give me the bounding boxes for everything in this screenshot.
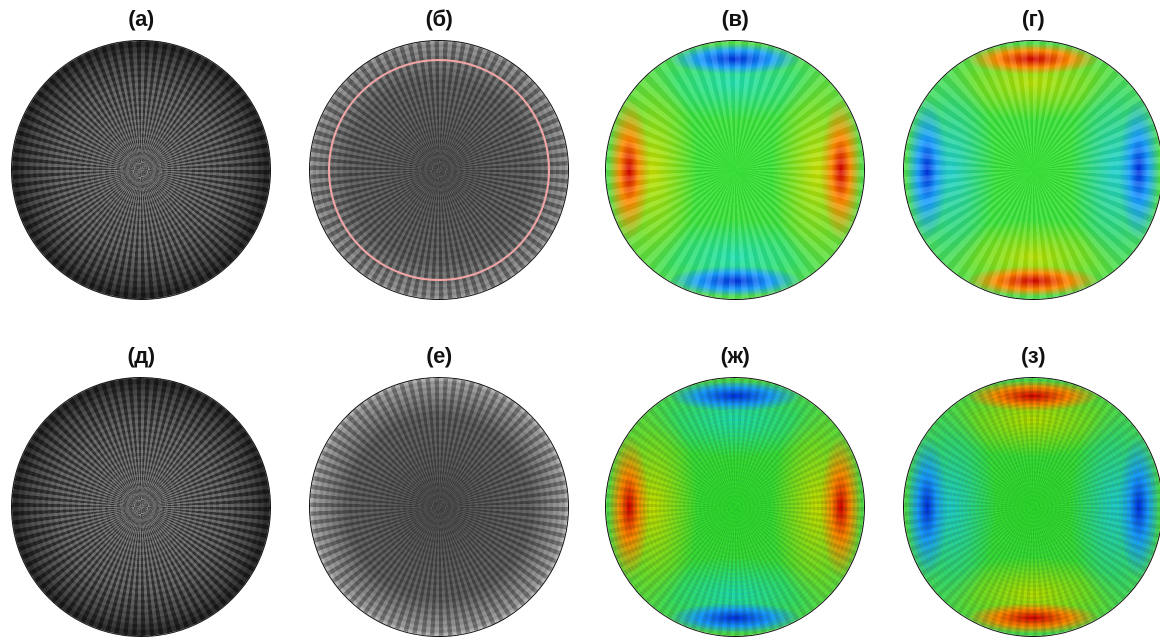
panel-label: (д) — [127, 343, 155, 368]
panel-label: (е) — [426, 343, 452, 368]
panel-label: (ж) — [720, 343, 750, 368]
color-map-disc — [903, 40, 1160, 300]
panel-v: (в) — [600, 0, 870, 300]
panel-label: (з) — [1020, 343, 1046, 368]
color-map-disc — [605, 40, 865, 300]
speckle-disc — [11, 377, 271, 637]
panel-label: (а) — [128, 6, 154, 31]
panel-g: (г) — [898, 0, 1160, 300]
panel-a: (а) — [6, 0, 276, 300]
panel-label: (г) — [1021, 6, 1045, 31]
panel-d: (д) — [6, 337, 276, 637]
panel-label: (б) — [425, 6, 453, 31]
pink-circle — [328, 59, 550, 281]
panel-e: (е) — [304, 337, 574, 637]
color-map-disc — [605, 377, 865, 637]
panel-z: (з) — [898, 337, 1160, 637]
panel-b: (б) — [304, 0, 574, 300]
speckle-disc-ring — [309, 40, 569, 300]
color-map-disc — [903, 377, 1160, 637]
panel-zh: (ж) — [600, 337, 870, 637]
speckle-disc-ring — [309, 377, 569, 637]
panel-label: (в) — [721, 6, 749, 31]
speckle-disc — [11, 40, 271, 300]
